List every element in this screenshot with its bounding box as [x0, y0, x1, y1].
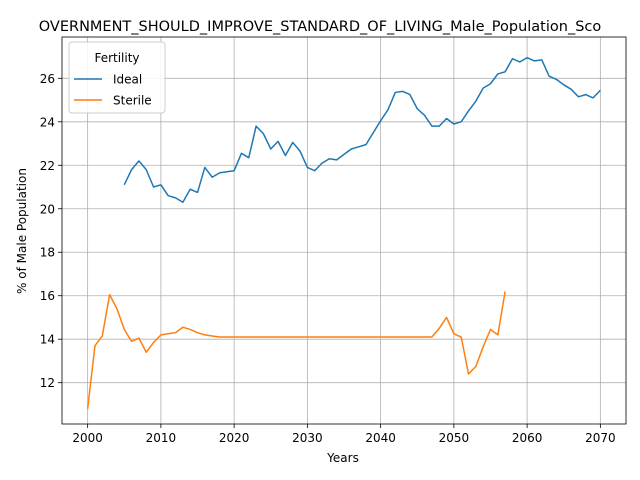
- grid-lines: [62, 37, 626, 424]
- legend-label-ideal: Ideal: [113, 73, 142, 87]
- x-tick-label: 2050: [439, 431, 470, 445]
- y-tick-label: 18: [40, 246, 55, 260]
- y-axis: 12 14 16 18 20 22 24 26: [40, 72, 62, 390]
- y-axis-label: % of Male Population: [15, 168, 29, 294]
- legend: Fertility Ideal Sterile: [68, 41, 166, 114]
- legend-box: [68, 41, 166, 114]
- x-tick-label: 2070: [585, 431, 616, 445]
- y-tick-label: 20: [40, 202, 55, 216]
- x-tick-label: 2040: [365, 431, 396, 445]
- chart-title: OVERNMENT_SHOULD_IMPROVE_STANDARD_OF_LIV…: [39, 19, 602, 35]
- axes-frame: [61, 36, 627, 425]
- legend-title: Fertility: [94, 51, 139, 65]
- x-tick-label: 2010: [146, 431, 177, 445]
- y-tick-label: 24: [40, 115, 55, 129]
- series-line-ideal: [123, 56, 601, 203]
- series-line-sterile: [86, 291, 506, 409]
- legend-label-sterile: Sterile: [113, 94, 152, 108]
- x-tick-label: 2030: [292, 431, 323, 445]
- series-lines: [86, 56, 601, 409]
- y-tick-label: 16: [40, 289, 55, 303]
- x-tick-label: 2020: [219, 431, 250, 445]
- y-tick-label: 12: [40, 376, 55, 390]
- x-axis-label: Years: [326, 451, 359, 465]
- x-axis: 2000 2010 2020 2030 2040 2050 2060 2070: [72, 424, 616, 445]
- y-tick-label: 22: [40, 159, 55, 173]
- y-tick-label: 14: [40, 333, 55, 347]
- y-tick-label: 26: [40, 72, 55, 86]
- x-tick-label: 2000: [72, 431, 103, 445]
- x-tick-label: 2060: [512, 431, 543, 445]
